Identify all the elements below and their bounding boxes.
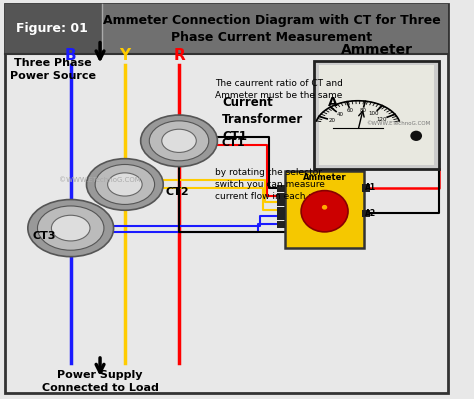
Text: 60: 60 (347, 108, 354, 113)
FancyBboxPatch shape (277, 199, 285, 206)
FancyBboxPatch shape (277, 185, 285, 192)
Ellipse shape (108, 173, 142, 196)
Ellipse shape (149, 121, 209, 161)
Text: CT3: CT3 (32, 231, 56, 241)
Text: B: B (65, 48, 76, 63)
Text: ©WWW.ETechnoG.COM: ©WWW.ETechnoG.COM (59, 178, 141, 184)
Text: Power Supply
Connected to Load: Power Supply Connected to Load (42, 370, 158, 393)
Ellipse shape (37, 206, 104, 250)
Text: CT1: CT1 (222, 138, 246, 148)
Text: Ammeter: Ammeter (340, 43, 412, 57)
Text: Y: Y (119, 48, 130, 63)
Text: A2: A2 (365, 209, 376, 217)
Ellipse shape (86, 159, 163, 210)
Text: The caurrent ratio of CT and
Ammeter must be the same: The caurrent ratio of CT and Ammeter mus… (215, 79, 343, 100)
FancyBboxPatch shape (277, 207, 285, 214)
Text: Ammeter: Ammeter (303, 173, 346, 182)
Circle shape (301, 191, 348, 232)
Text: CT2: CT2 (165, 188, 189, 198)
Text: R: R (173, 48, 185, 63)
FancyBboxPatch shape (319, 65, 434, 165)
FancyBboxPatch shape (5, 4, 447, 393)
Ellipse shape (141, 115, 218, 167)
Text: by rotating the selector
switch you can measure
current flow in each phase: by rotating the selector switch you can … (215, 168, 336, 201)
FancyBboxPatch shape (314, 61, 438, 169)
FancyBboxPatch shape (277, 213, 285, 220)
Text: A: A (328, 96, 338, 109)
Text: Ammeter Connection Diagram with CT for Three
Phase Current Measurement: Ammeter Connection Diagram with CT for T… (103, 14, 440, 43)
Text: 20: 20 (329, 118, 336, 123)
Ellipse shape (162, 129, 196, 152)
Text: 120: 120 (377, 117, 387, 122)
FancyBboxPatch shape (5, 4, 447, 53)
FancyBboxPatch shape (277, 193, 285, 200)
FancyBboxPatch shape (362, 210, 370, 217)
Text: 80: 80 (359, 108, 366, 113)
FancyBboxPatch shape (277, 221, 285, 228)
Text: Three Phase
Power Source: Three Phase Power Source (9, 57, 96, 81)
Circle shape (410, 130, 422, 141)
Text: ©WWW.ETechnoG.COM: ©WWW.ETechnoG.COM (367, 121, 431, 126)
Ellipse shape (95, 164, 155, 204)
Ellipse shape (28, 200, 114, 257)
Text: 100: 100 (369, 111, 379, 116)
Text: Current
Transformer
CT1: Current Transformer CT1 (222, 95, 303, 142)
Ellipse shape (51, 215, 90, 241)
FancyBboxPatch shape (5, 4, 102, 53)
Text: A1: A1 (365, 183, 376, 192)
Circle shape (322, 205, 327, 209)
FancyBboxPatch shape (285, 171, 364, 248)
Text: 40: 40 (337, 112, 343, 117)
FancyBboxPatch shape (362, 184, 370, 192)
Text: Figure: 01: Figure: 01 (16, 22, 88, 35)
